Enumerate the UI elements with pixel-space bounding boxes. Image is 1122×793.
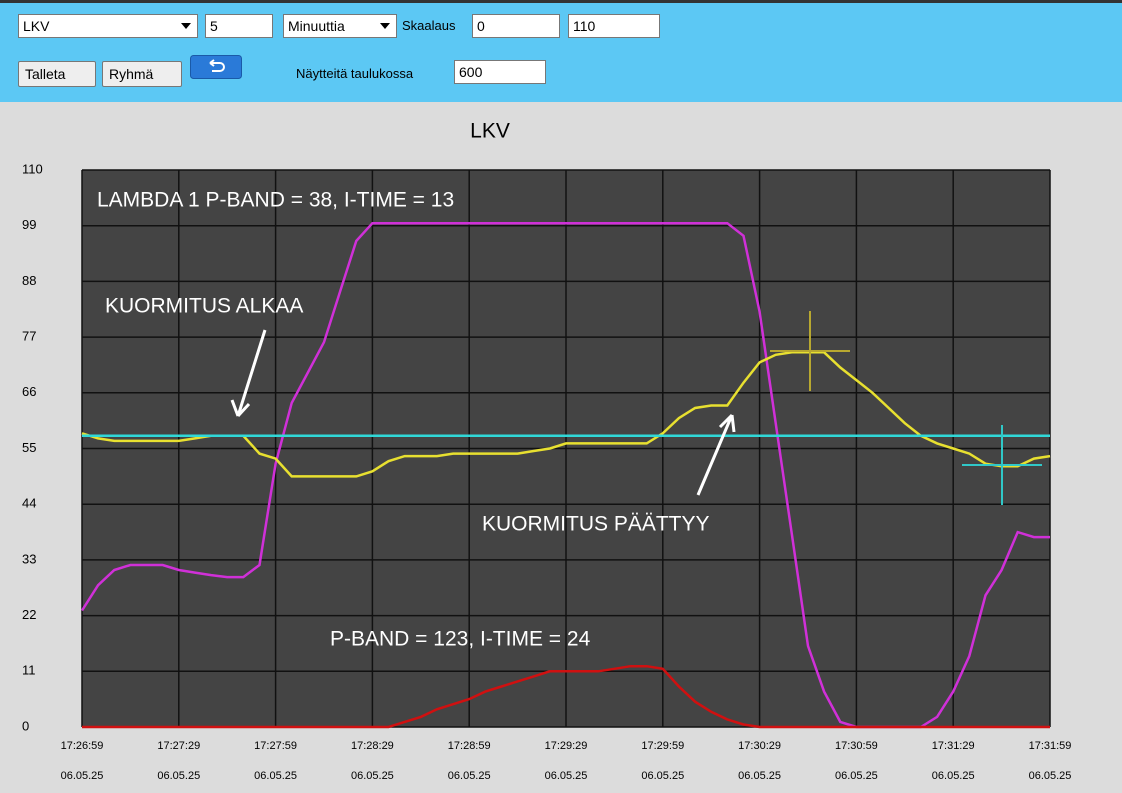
samples-input[interactable]: 600 <box>454 60 546 84</box>
y-tick-label: 77 <box>22 329 36 344</box>
series-line <box>82 664 1050 729</box>
x-tick-label: 17:30:29 <box>738 740 781 752</box>
x-tick-date: 06.05.25 <box>738 770 781 782</box>
save-button[interactable]: Talleta <box>18 61 96 87</box>
annotation: P-BAND = 123, I-TIME = 24 <box>330 628 591 651</box>
x-tick-date: 06.05.25 <box>157 770 200 782</box>
y-tick-label: 88 <box>22 273 36 288</box>
x-tick-date: 06.05.25 <box>1029 770 1072 782</box>
x-tick-label: 17:27:29 <box>157 740 200 752</box>
x-tick-label: 17:29:59 <box>641 740 684 752</box>
cursor <box>770 311 850 391</box>
arrow <box>230 329 267 418</box>
x-tick-label: 17:28:59 <box>448 740 491 752</box>
annotation: LAMBDA 1 P-BAND = 38, I-TIME = 13 <box>97 189 454 212</box>
x-tick-date: 06.05.25 <box>835 770 878 782</box>
channel-select[interactable]: LKV <box>18 14 198 38</box>
y-tick-label: 22 <box>22 607 36 622</box>
x-tick-label: 17:31:59 <box>1029 740 1072 752</box>
y-tick-label: 33 <box>22 551 36 566</box>
back-button[interactable] <box>190 55 242 79</box>
x-tick-date: 06.05.25 <box>351 770 394 782</box>
x-tick-label: 17:30:59 <box>835 740 878 752</box>
y-tick-label: 44 <box>22 496 36 511</box>
y-tick-label: 11 <box>22 663 36 678</box>
x-tick-label: 17:28:29 <box>351 740 394 752</box>
y-tick-label: 0 <box>22 718 29 733</box>
scale-max-input[interactable]: 110 <box>568 14 660 38</box>
y-tick-label: 110 <box>22 161 43 176</box>
samples-label: Näytteitä taulukossa <box>296 66 414 81</box>
x-tick-date: 06.05.25 <box>932 770 975 782</box>
group-button[interactable]: Ryhmä <box>102 61 182 87</box>
chart-title: LKV <box>470 120 510 143</box>
annotation: KUORMITUS PÄÄTTYY <box>482 513 710 536</box>
y-tick-label: 66 <box>22 384 36 399</box>
x-tick-date: 06.05.25 <box>545 770 588 782</box>
annotation: KUORMITUS ALKAA <box>105 295 303 318</box>
x-tick-date: 06.05.25 <box>254 770 297 782</box>
cursor <box>962 425 1042 505</box>
chart: LKV 0 11 22 33 44 55 66 77 88 99 110 17:26:59 06.05.… <box>22 120 1072 782</box>
unit-select[interactable]: Minuuttia <box>283 14 397 38</box>
x-tick-label: 17:27:59 <box>254 740 297 752</box>
scale-label: Skaalaus <box>402 18 456 33</box>
x-tick-date: 06.05.25 <box>448 770 491 782</box>
x-tick-date: 06.05.25 <box>641 770 684 782</box>
x-tick-label: 17:29:29 <box>545 740 588 752</box>
x-tick-label: 17:31:29 <box>932 740 975 752</box>
y-tick-label: 99 <box>22 217 36 232</box>
scale-min-input[interactable]: 0 <box>472 14 560 38</box>
y-tick-label: 55 <box>22 440 36 455</box>
x-tick-date: 06.05.25 <box>61 770 104 782</box>
toolbar: LKV 5 Minuuttia Skaalaus 0 110 Talleta R… <box>0 0 1122 102</box>
arrow <box>696 413 736 496</box>
interval-input[interactable]: 5 <box>205 14 273 38</box>
x-tick-label: 17:26:59 <box>61 740 104 752</box>
